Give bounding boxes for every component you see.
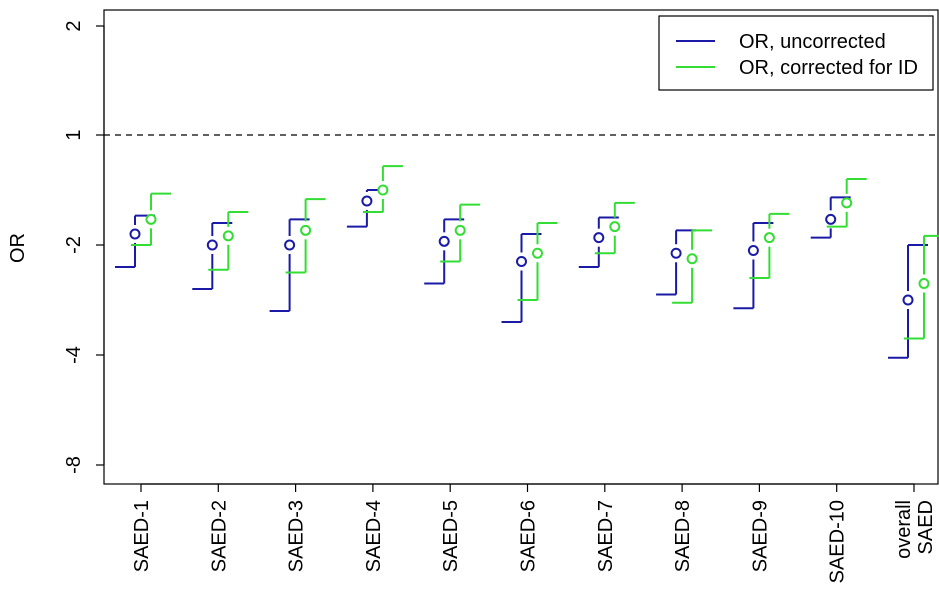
series-1-point-5: [517, 222, 558, 301]
series-1-point-marker-4: [454, 224, 466, 236]
y-tick-label-0: 2: [63, 20, 85, 31]
series-1-point-8: [749, 212, 790, 279]
series-1-point-marker-7: [686, 253, 698, 265]
series-1-point-marker-2: [300, 224, 312, 236]
x-tick-label-10-0: overall: [893, 500, 915, 559]
series-1-point-marker-5: [532, 247, 543, 259]
series-0-point-marker-5: [516, 256, 527, 267]
x-tick-label-3: SAED-4: [363, 500, 385, 572]
series-1-point-1: [208, 211, 249, 271]
series-1-point-4: [440, 203, 481, 263]
x-tick-label-9: SAED-10: [827, 500, 849, 583]
x-tick-label-8: SAED-9: [749, 500, 771, 572]
series-0-point-marker-4: [438, 235, 450, 247]
series-1-point-0: [131, 192, 171, 246]
series-0-point-10: [888, 244, 928, 359]
data-marks: [115, 165, 939, 359]
x-tick-label-10-1: SAED: [915, 500, 937, 554]
x-tick-label-7: SAED-8: [672, 500, 694, 572]
x-tick-label-0: SAED-1: [131, 500, 153, 572]
x-tick-label-4: SAED-5: [440, 500, 462, 572]
series-0-point-marker-2: [284, 239, 296, 251]
x-axis: SAED-1 SAED-2 SAED-3 SAED-4 SAED-5 SAED-6 SAED…: [131, 483, 937, 583]
legend-label-1: OR, corrected for ID: [739, 57, 918, 79]
series-0-point-marker-6: [593, 232, 605, 244]
x-tick-label-6: SAED-7: [595, 500, 617, 572]
y-tick-label-2: -2: [63, 236, 85, 254]
series-0-point-marker-1: [206, 239, 218, 251]
series-1-point-marker-10: [918, 278, 930, 289]
y-tick-label-1: 1: [63, 129, 85, 140]
series-0-point-marker-3: [361, 195, 373, 207]
series-1-point-marker-6: [609, 221, 621, 233]
y-tick-label-4: -8: [63, 456, 85, 474]
x-tick-label-5: SAED-6: [518, 500, 540, 572]
series-1-point-marker-3: [377, 184, 389, 196]
series-0-point-3: [346, 189, 387, 228]
series-0-point-0: [115, 214, 155, 268]
series-1-point-marker-0: [145, 213, 157, 225]
series-0-point-9: [810, 196, 851, 239]
legend-label-0: OR, uncorrected: [739, 31, 886, 53]
series-1-point-marker-9: [841, 197, 853, 209]
series-1-point-3: [362, 165, 403, 213]
legend-box: [658, 15, 934, 91]
series-0-point-marker-8: [747, 245, 759, 256]
legend: OR, uncorrected OR, corrected for ID: [658, 15, 934, 91]
series-0-point-marker-0: [129, 228, 141, 240]
x-tick-label-2: SAED-3: [286, 500, 308, 572]
series-1-point-marker-8: [763, 232, 775, 244]
series-1-point-9: [826, 178, 867, 228]
y-axis-label: OR: [7, 233, 29, 263]
series-0-point-marker-7: [670, 247, 682, 259]
series-1-point-6: [594, 201, 635, 255]
y-tick-label-3: -4: [63, 346, 85, 364]
series-1-point-2: [285, 198, 326, 274]
series-1-point-7: [672, 229, 713, 304]
y-axis: 2 1 -2 -4 -8: [63, 20, 105, 474]
series-1-point-10: [904, 234, 939, 340]
series-1-point-marker-1: [222, 230, 234, 242]
series-0-point-5: [501, 233, 542, 323]
series-0-point-marker-10: [902, 294, 914, 306]
series-0-point-marker-9: [825, 213, 837, 225]
x-tick-label-1: SAED-2: [208, 500, 230, 572]
series-0-point-6: [578, 216, 619, 268]
